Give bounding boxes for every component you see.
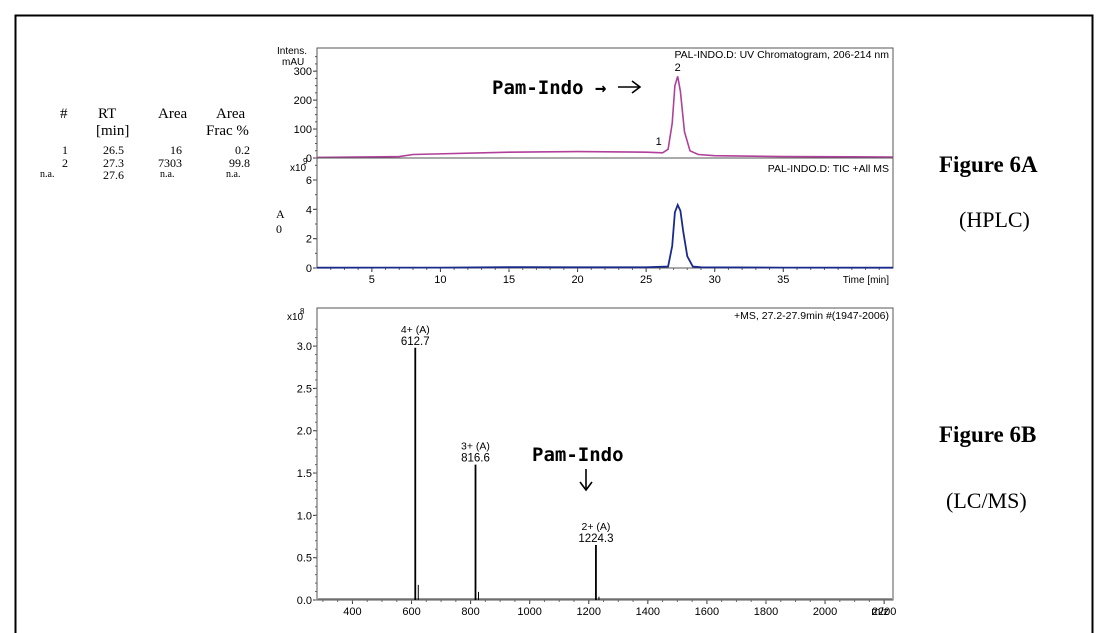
row3-num: n.a.	[40, 169, 55, 180]
row2-num: 2	[62, 156, 68, 170]
ms-peak-mz-2: 1224.3	[578, 533, 613, 545]
uv-plot-frame	[316, 47, 894, 159]
table-header-area-frac: Area	[216, 106, 246, 122]
ms-yexp: 8	[300, 307, 305, 316]
tic-ytick-label-0: 0	[306, 263, 312, 275]
tic-ytick-label-3: 6	[306, 175, 312, 187]
figure-6b-title: Figure 6B	[939, 422, 1037, 447]
row3-area: n.a.	[160, 169, 175, 180]
uv-title: PAL-INDO.D: UV Chromatogram, 206-214 nm	[674, 49, 889, 61]
ms-plot-frame	[316, 307, 894, 601]
table-subheader-rt: [min]	[96, 123, 130, 139]
ms-xtick-label-3: 1000	[517, 606, 541, 618]
ms-peak-charge-0: 4+ (A)	[401, 324, 430, 336]
uv-chromatogram-chart: 0 100 200 300 Intens.mAU PAL-INDO.D: UV Chrom…	[277, 46, 894, 165]
side-letter-0: 0	[276, 222, 282, 236]
ms-ytick-label-4: 2.0	[297, 426, 312, 438]
ms-peak-charge-2: 2+ (A)	[581, 521, 610, 533]
uv-trace	[316, 76, 894, 159]
table-header-area: Area	[158, 106, 188, 122]
side-letter-a: A	[276, 207, 285, 221]
row3-frac: n.a.	[226, 169, 241, 180]
ms-xtick-label-8: 2000	[813, 606, 837, 618]
row2-frac: 99.8	[229, 156, 250, 170]
ms-xtick-label-6: 1600	[695, 606, 719, 618]
table-header-num: #	[60, 106, 68, 122]
ms-peak-charge-1: 3+ (A)	[461, 441, 490, 453]
table-header-rt: RT	[98, 106, 117, 122]
tic-xtick-label-2: 15	[503, 274, 515, 286]
uv-pam-indo-annotation: Pam-Indo →	[492, 77, 606, 99]
ms-xtick-label-1: 600	[402, 606, 420, 618]
ms-xtick-label-4: 1200	[577, 606, 601, 618]
tic-xtick-label-6: 35	[777, 274, 789, 286]
ms-xtick-label-5: 1400	[636, 606, 660, 618]
uv-ylabel: Intens.	[277, 46, 307, 57]
ms-ytick-label-6: 3.0	[297, 341, 312, 353]
tic-xtick-label-3: 20	[571, 274, 583, 286]
tic-ytick-label-1: 2	[306, 234, 312, 246]
uv-peak-label-1: 1	[656, 136, 662, 148]
row1-rt: 26.5	[103, 143, 124, 157]
tic-trace	[316, 202, 894, 269]
ms-title: +MS, 27.2-27.9min #(1947-2006)	[734, 310, 889, 322]
tic-ytick-label-2: 4	[306, 204, 312, 216]
ms-xlabel: m/z	[871, 606, 889, 618]
ms-peak-mz-1: 816.6	[461, 453, 490, 465]
table-subheader-frac: Frac %	[206, 123, 249, 139]
figure-6a-subtitle: (HPLC)	[959, 207, 1030, 232]
ms-xtick-label-0: 400	[343, 606, 361, 618]
tic-ylabel: x10	[290, 163, 307, 174]
peak-table: # RT Area Area [min] Frac % 1 26.5 16 0.…	[40, 106, 280, 186]
row1-frac: 0.2	[235, 143, 250, 157]
tic-xtick-label-1: 10	[434, 274, 446, 286]
row1-num: 1	[62, 143, 68, 157]
uv-ytick-label-0: 0	[306, 153, 312, 165]
uv-pam-indo-arrow-head	[631, 80, 642, 94]
tic-yexp: 9	[303, 157, 308, 166]
ms-pam-indo-arrow-head	[579, 481, 593, 492]
ms-ytick-label-0: 0.0	[297, 595, 312, 607]
row3-rt: 27.6	[103, 168, 124, 182]
ms-ytick-label-5: 2.5	[297, 383, 312, 395]
row1-area: 16	[170, 143, 182, 157]
ms-xtick-label-2: 800	[461, 606, 479, 618]
tic-xtick-label-5: 30	[709, 274, 721, 286]
ms-peak-mz-0: 612.7	[401, 336, 430, 348]
tic-xtick-label-4: 25	[640, 274, 652, 286]
row2-rt: 27.3	[103, 156, 124, 170]
tic-title: PAL-INDO.D: TIC +All MS	[768, 163, 889, 175]
ms-ytick-label-2: 1.0	[297, 510, 312, 522]
uv-peak-label-2: 2	[675, 62, 681, 74]
tic-xlabel: Time [min]	[843, 275, 890, 286]
ms-pam-indo-annotation: Pam-Indo	[532, 444, 624, 466]
uv-yunit: mAU	[282, 57, 304, 68]
ms-ytick-label-3: 1.5	[297, 468, 312, 480]
uv-ytick-label-3: 300	[294, 66, 312, 78]
ms-xtick-label-9: 2200	[872, 606, 896, 618]
ms-ytick-label-1: 0.5	[297, 553, 312, 565]
uv-ytick-label-2: 200	[294, 95, 312, 107]
row2-area: 7303	[158, 156, 182, 170]
ms-ylabel: x10	[287, 312, 304, 323]
uv-ytick-label-1: 100	[294, 124, 312, 136]
figure-6b-subtitle: (LC/MS)	[946, 488, 1027, 513]
tic-xtick-label-0: 5	[369, 274, 375, 286]
ms-xtick-label-7: 1800	[754, 606, 778, 618]
figure-6a-title: Figure 6A	[939, 152, 1038, 177]
